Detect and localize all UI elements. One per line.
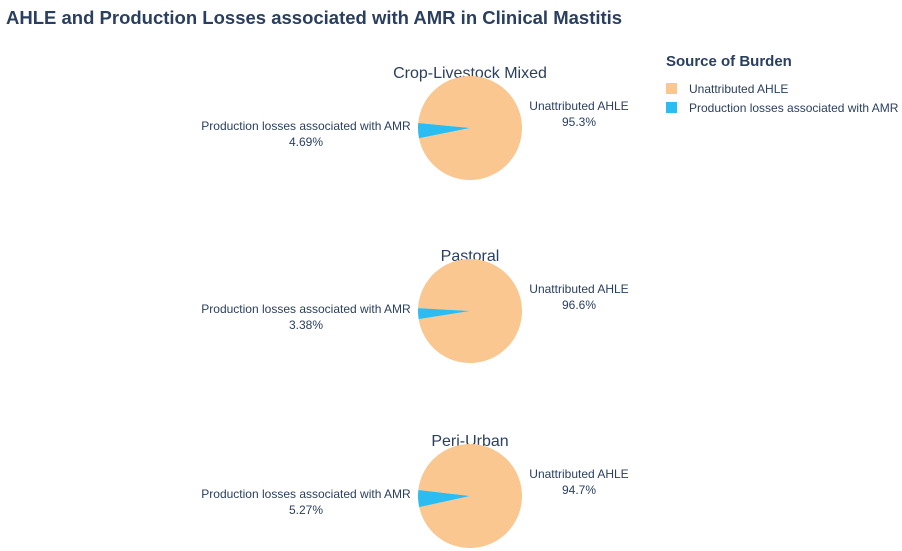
legend-label-unattributed-ahle: Unattributed AHLE — [689, 81, 789, 96]
pie-slice-production-losses-amr-crop-livestock-mixed[interactable] — [418, 122, 470, 139]
pie-title-peri-urban: Peri-Urban — [431, 433, 508, 450]
pie-pastoral: Pastoral Unattributed AHLE 96.6% Production… — [201, 248, 629, 364]
legend-swatch-unattributed-ahle — [666, 83, 677, 94]
pie-crop-livestock-mixed: Crop-Livestock Mixed Unattributed AHLE 95.… — [201, 65, 629, 181]
pie-slice-production-losses-amr-pastoral[interactable] — [418, 308, 470, 320]
pie-slice-unattributed-ahle-pastoral[interactable] — [418, 259, 523, 364]
pie-title-crop-livestock-mixed: Crop-Livestock Mixed — [393, 65, 547, 82]
legend-item-production-losses-amr[interactable]: Production losses associated with AMR — [666, 98, 898, 117]
pie-label-unattributed-ahle-peri-urban: Unattributed AHLE 94.7% — [529, 467, 628, 497]
pie-label-production-losses-amr-crop-livestock-mixed: Production losses associated with AMR 4.6… — [201, 119, 411, 149]
legend-label-production-losses-amr: Production losses associated with AMR — [689, 100, 899, 115]
pie-slice-production-losses-amr-peri-urban[interactable] — [418, 490, 470, 508]
pie-label-unattributed-ahle-pastoral: Unattributed AHLE 96.6% — [529, 282, 628, 312]
pie-title-pastoral: Pastoral — [441, 248, 500, 265]
pie-slice-unattributed-ahle-crop-livestock-mixed[interactable] — [418, 76, 522, 181]
legend-item-unattributed-ahle[interactable]: Unattributed AHLE — [666, 79, 898, 98]
legend-swatch-production-losses-amr — [666, 102, 677, 113]
pie-label-production-losses-amr-peri-urban: Production losses associated with AMR 5.2… — [201, 487, 411, 517]
pie-peri-urban: Peri-Urban Unattributed AHLE 94.7% Producti… — [201, 433, 629, 548]
legend: Source of Burden Unattributed AHLE Produ… — [666, 53, 898, 117]
chart-title: AHLE and Production Losses associated wi… — [6, 7, 623, 28]
pie-label-unattributed-ahle-crop-livestock-mixed: Unattributed AHLE 95.3% — [529, 99, 628, 129]
pie-label-production-losses-amr-pastoral: Production losses associated with AMR 3.3… — [201, 302, 411, 332]
legend-title: Source of Burden — [666, 53, 792, 70]
pie-slice-unattributed-ahle-peri-urban[interactable] — [418, 444, 523, 548]
